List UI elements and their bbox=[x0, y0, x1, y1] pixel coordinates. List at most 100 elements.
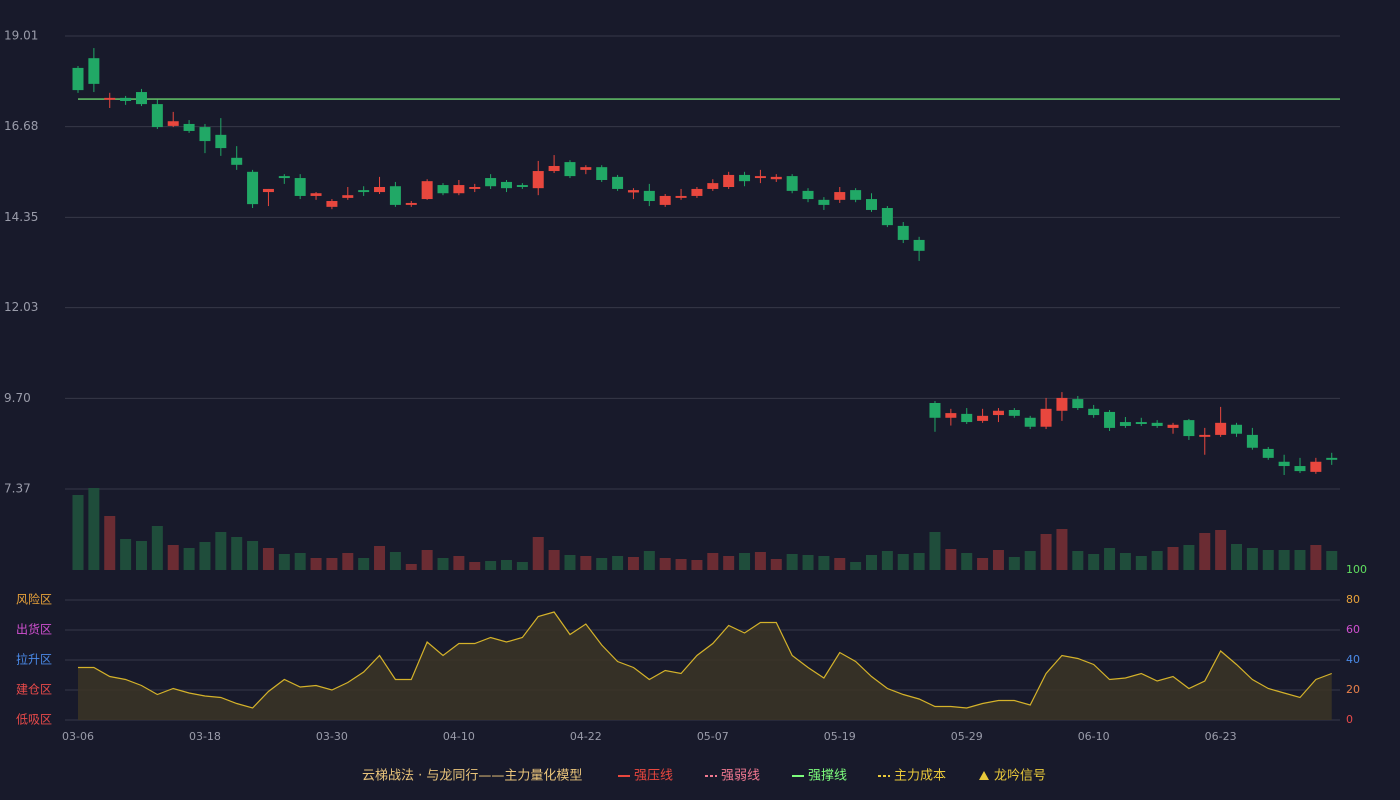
candle-body bbox=[167, 121, 179, 126]
candle-body bbox=[1167, 424, 1179, 428]
volume-bar bbox=[151, 526, 163, 570]
zone-label: 建仓区 bbox=[16, 683, 52, 697]
candle-body bbox=[802, 190, 814, 200]
candle-body bbox=[437, 185, 449, 194]
candle-body bbox=[1119, 422, 1131, 426]
volume-bar bbox=[580, 556, 592, 570]
indicator-area bbox=[78, 612, 1332, 720]
candle-body bbox=[1135, 422, 1147, 425]
x-tick-label: 04-22 bbox=[570, 730, 602, 743]
indicator-tick-label: 80 bbox=[1346, 593, 1360, 606]
candle-body bbox=[151, 104, 163, 128]
volume-bar bbox=[643, 551, 655, 570]
volume-bar bbox=[1231, 544, 1243, 570]
candle-body bbox=[358, 190, 370, 193]
candle-body bbox=[707, 183, 719, 189]
volume-bar bbox=[72, 495, 84, 570]
volume-bar bbox=[627, 557, 639, 570]
volume-bar bbox=[326, 558, 338, 570]
indicator-tick-label: 40 bbox=[1346, 653, 1360, 666]
volume-bar bbox=[723, 556, 735, 570]
volume-bar bbox=[500, 560, 512, 570]
indicator-line bbox=[78, 611, 1332, 709]
candle-body bbox=[1088, 408, 1100, 416]
volume-bar bbox=[310, 558, 322, 570]
volume-bar bbox=[167, 545, 179, 570]
candle-body bbox=[929, 402, 941, 418]
candle-body bbox=[977, 415, 989, 421]
candle-body bbox=[596, 167, 608, 180]
candle-body bbox=[580, 167, 592, 170]
x-tick-label: 05-07 bbox=[697, 730, 729, 743]
volume-bar bbox=[532, 537, 544, 570]
volume-bar bbox=[88, 488, 100, 570]
candle-body bbox=[723, 174, 735, 187]
candle-body bbox=[834, 192, 846, 200]
volume-bar bbox=[1072, 551, 1084, 570]
y-tick-label: 9.70 bbox=[4, 391, 31, 405]
volume-bar bbox=[104, 516, 116, 570]
volume-bar bbox=[437, 558, 449, 570]
candle-body bbox=[754, 176, 766, 179]
candle-body bbox=[1183, 420, 1195, 437]
y-tick-label: 7.37 bbox=[4, 482, 31, 496]
candle-body bbox=[1008, 409, 1020, 416]
candle-body bbox=[310, 193, 322, 196]
x-tick-label: 05-29 bbox=[951, 730, 983, 743]
candle-body bbox=[1056, 397, 1068, 411]
candle-body bbox=[199, 127, 211, 142]
y-tick-label: 14.35 bbox=[4, 210, 38, 224]
volume-bar bbox=[897, 554, 909, 570]
candle-body bbox=[183, 123, 195, 131]
volume-bar bbox=[1088, 554, 1100, 570]
volume-bar bbox=[929, 532, 941, 570]
volume-bar bbox=[120, 539, 132, 570]
volume-bar bbox=[1151, 551, 1163, 570]
candle-body bbox=[326, 201, 338, 207]
candle-body bbox=[548, 165, 560, 172]
candle-body bbox=[1278, 461, 1290, 467]
candle-body bbox=[992, 410, 1004, 416]
volume-bar bbox=[675, 559, 687, 570]
volume-bar bbox=[659, 558, 671, 570]
volume-bar bbox=[1246, 548, 1258, 570]
zone-label: 风险区 bbox=[16, 592, 52, 607]
candle-body bbox=[374, 187, 386, 193]
candle-body bbox=[294, 178, 306, 196]
volume-bar bbox=[977, 558, 989, 570]
volume-bar bbox=[1135, 556, 1147, 570]
volume-bar bbox=[850, 562, 862, 570]
candle-body bbox=[485, 178, 497, 187]
legend-label: 强撑线 bbox=[808, 769, 847, 784]
candle-body bbox=[231, 157, 243, 165]
candle-body bbox=[897, 225, 909, 240]
volume-bar bbox=[1278, 550, 1290, 570]
candle-body bbox=[850, 190, 862, 200]
candle-body bbox=[1215, 422, 1227, 435]
volume-bar bbox=[945, 549, 957, 570]
volume-bar bbox=[294, 553, 306, 570]
x-tick-label: 03-06 bbox=[62, 730, 94, 743]
candle-body bbox=[1310, 461, 1322, 472]
candle-body bbox=[1072, 399, 1084, 409]
candle-body bbox=[961, 413, 973, 423]
volume-bar bbox=[231, 537, 243, 570]
x-tick-label: 06-23 bbox=[1205, 730, 1237, 743]
volume-bar bbox=[485, 561, 497, 570]
candle-body bbox=[627, 190, 639, 193]
volume-bar bbox=[818, 556, 830, 570]
candle-body bbox=[389, 186, 401, 205]
candle-body bbox=[564, 162, 576, 177]
volume-bar bbox=[389, 552, 401, 570]
candle-body bbox=[532, 171, 544, 189]
candle-body bbox=[1294, 466, 1306, 472]
volume-bar bbox=[834, 558, 846, 570]
volume-bar bbox=[1119, 553, 1131, 570]
candle-body bbox=[881, 208, 893, 226]
volume-bar bbox=[1183, 545, 1195, 570]
candle-body bbox=[1024, 417, 1036, 427]
volume-bar bbox=[866, 555, 877, 570]
volume-bar bbox=[754, 552, 766, 570]
legend-label: 强弱线 bbox=[721, 769, 760, 784]
legend-title: 云梯战法 · 与龙同行——主力量化模型 bbox=[362, 769, 582, 784]
